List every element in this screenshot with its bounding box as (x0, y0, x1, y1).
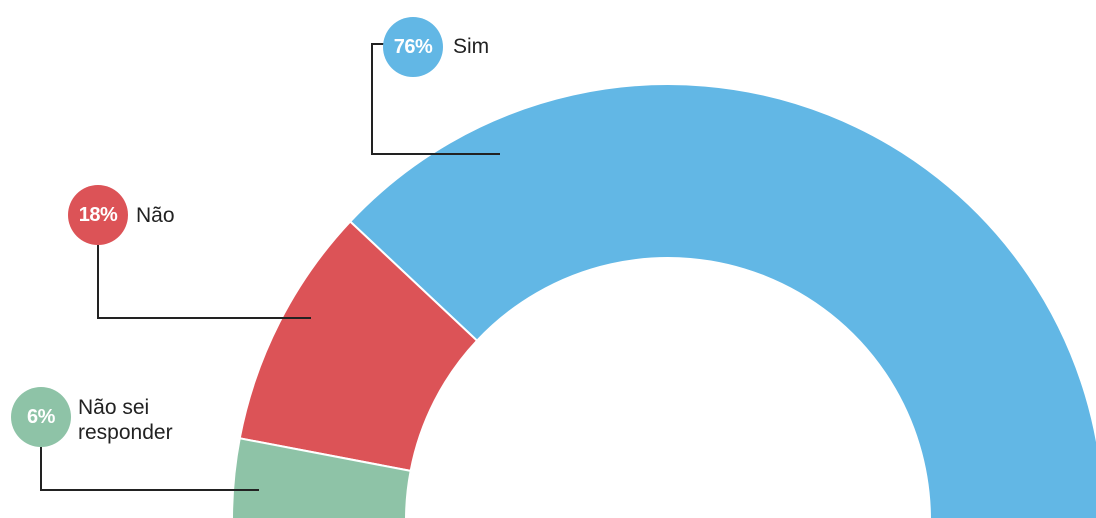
donut-segment (348, 83, 1096, 518)
category-label: Sim (453, 35, 490, 58)
connector (371, 43, 500, 155)
value-label: 18% (68, 185, 128, 245)
category-label: Não sei responder (78, 396, 173, 444)
donut-segment (231, 437, 412, 518)
value-label: 6% (11, 387, 71, 447)
connector (97, 245, 311, 319)
category-label: Não (136, 204, 175, 227)
connector (40, 447, 259, 491)
value-label: 76% (383, 17, 443, 77)
